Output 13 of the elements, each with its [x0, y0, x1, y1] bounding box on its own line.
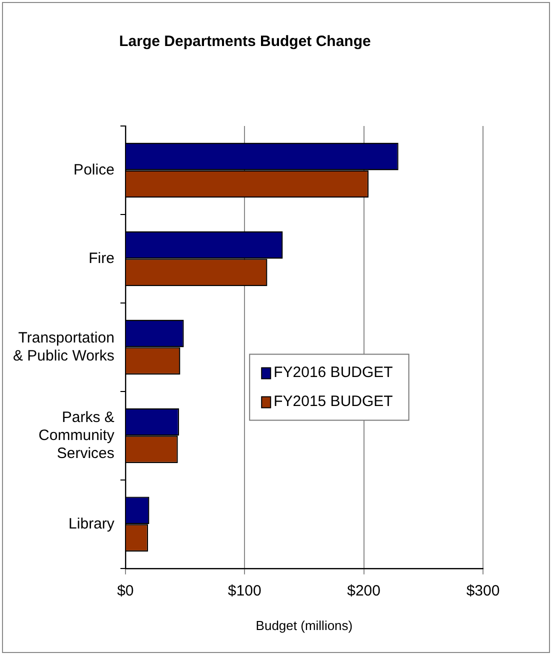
y-tick-label: Transportation & Public Works	[12, 329, 114, 364]
x-tick-label: $0	[117, 582, 134, 600]
y-tick-label: Parks & Community Services	[38, 408, 115, 462]
x-axis-title: Budget (millions)	[256, 618, 353, 633]
x-tick-label: $100	[228, 582, 262, 600]
legend-label: FY2016 BUDGET	[274, 364, 393, 381]
legend-label: FY2015 BUDGET	[274, 392, 393, 410]
x-tick-label: $200	[347, 582, 380, 600]
chart-title: Large Departments Budget Change	[119, 33, 371, 50]
y-tick-label: Fire	[88, 250, 114, 267]
x-tick-label: $300	[466, 582, 500, 600]
y-tick-label: Police	[74, 161, 114, 178]
y-tick-label: Library	[68, 515, 115, 532]
